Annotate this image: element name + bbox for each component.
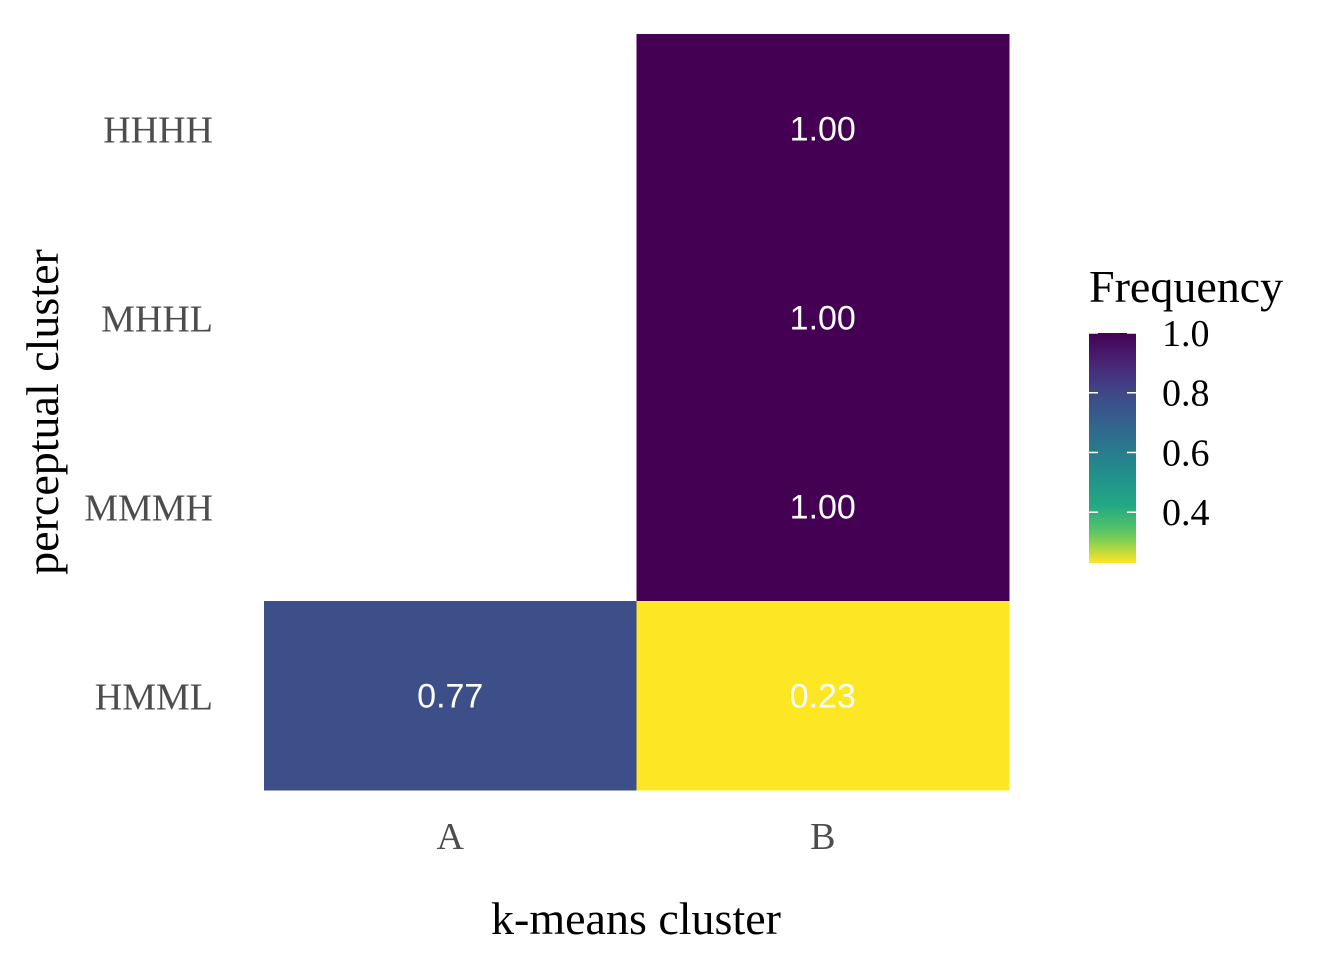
- cell-value-label: 1.00: [790, 300, 856, 338]
- y-axis-tick-labels: HHHH MHHL MMMH HMML: [84, 110, 213, 719]
- legend-tick-label: 0.6: [1162, 432, 1210, 474]
- legend-tick-label: 0.8: [1162, 373, 1210, 415]
- heatmap-cell-b-hmml: [636, 601, 1010, 791]
- y-tick-label: MMMH: [84, 488, 213, 530]
- y-tick-label: HMML: [95, 677, 213, 719]
- legend-tick-label: 0.4: [1162, 492, 1210, 534]
- cell-value-label: 1.00: [790, 489, 856, 527]
- heatmap-cell-a-hmml: [264, 601, 637, 791]
- heatmap-cell-b-hhhh: [636, 34, 1010, 224]
- legend: Frequency 1.0 0.8 0.6 0.4: [1089, 261, 1283, 563]
- legend-colorbar: [1089, 333, 1136, 563]
- cell-value-label: 1.00: [790, 111, 856, 149]
- legend-tick-label: 1.0: [1162, 313, 1210, 355]
- y-axis-title: perceptual cluster: [17, 249, 68, 575]
- x-tick-label: A: [437, 816, 465, 858]
- cell-value-label: 0.23: [790, 678, 856, 716]
- cell-value-labels: 1.00 1.00 1.00 0.77 0.23: [417, 111, 856, 716]
- heatmap-cells: [264, 34, 1010, 791]
- y-tick-label: HHHH: [103, 110, 213, 152]
- x-axis-title: k-means cluster: [491, 893, 781, 944]
- x-tick-label: B: [810, 816, 835, 858]
- cell-value-label: 0.77: [417, 678, 483, 716]
- legend-ticks: 1.0 0.8 0.6 0.4: [1089, 313, 1210, 534]
- heatmap-cell-b-mmmh: [636, 412, 1010, 602]
- legend-title: Frequency: [1089, 261, 1283, 312]
- heatmap-cell-b-mhhl: [636, 223, 1010, 413]
- y-tick-label: MHHL: [101, 299, 213, 341]
